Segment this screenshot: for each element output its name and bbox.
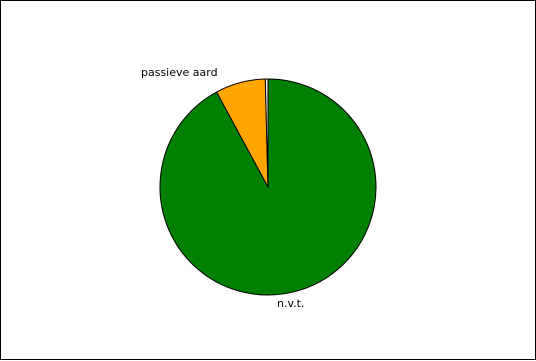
pie-slices — [160, 79, 376, 295]
slice-label-nvt: n.v.t. — [277, 297, 304, 310]
slice-label-passieve-aard: passieve aard — [141, 66, 218, 79]
